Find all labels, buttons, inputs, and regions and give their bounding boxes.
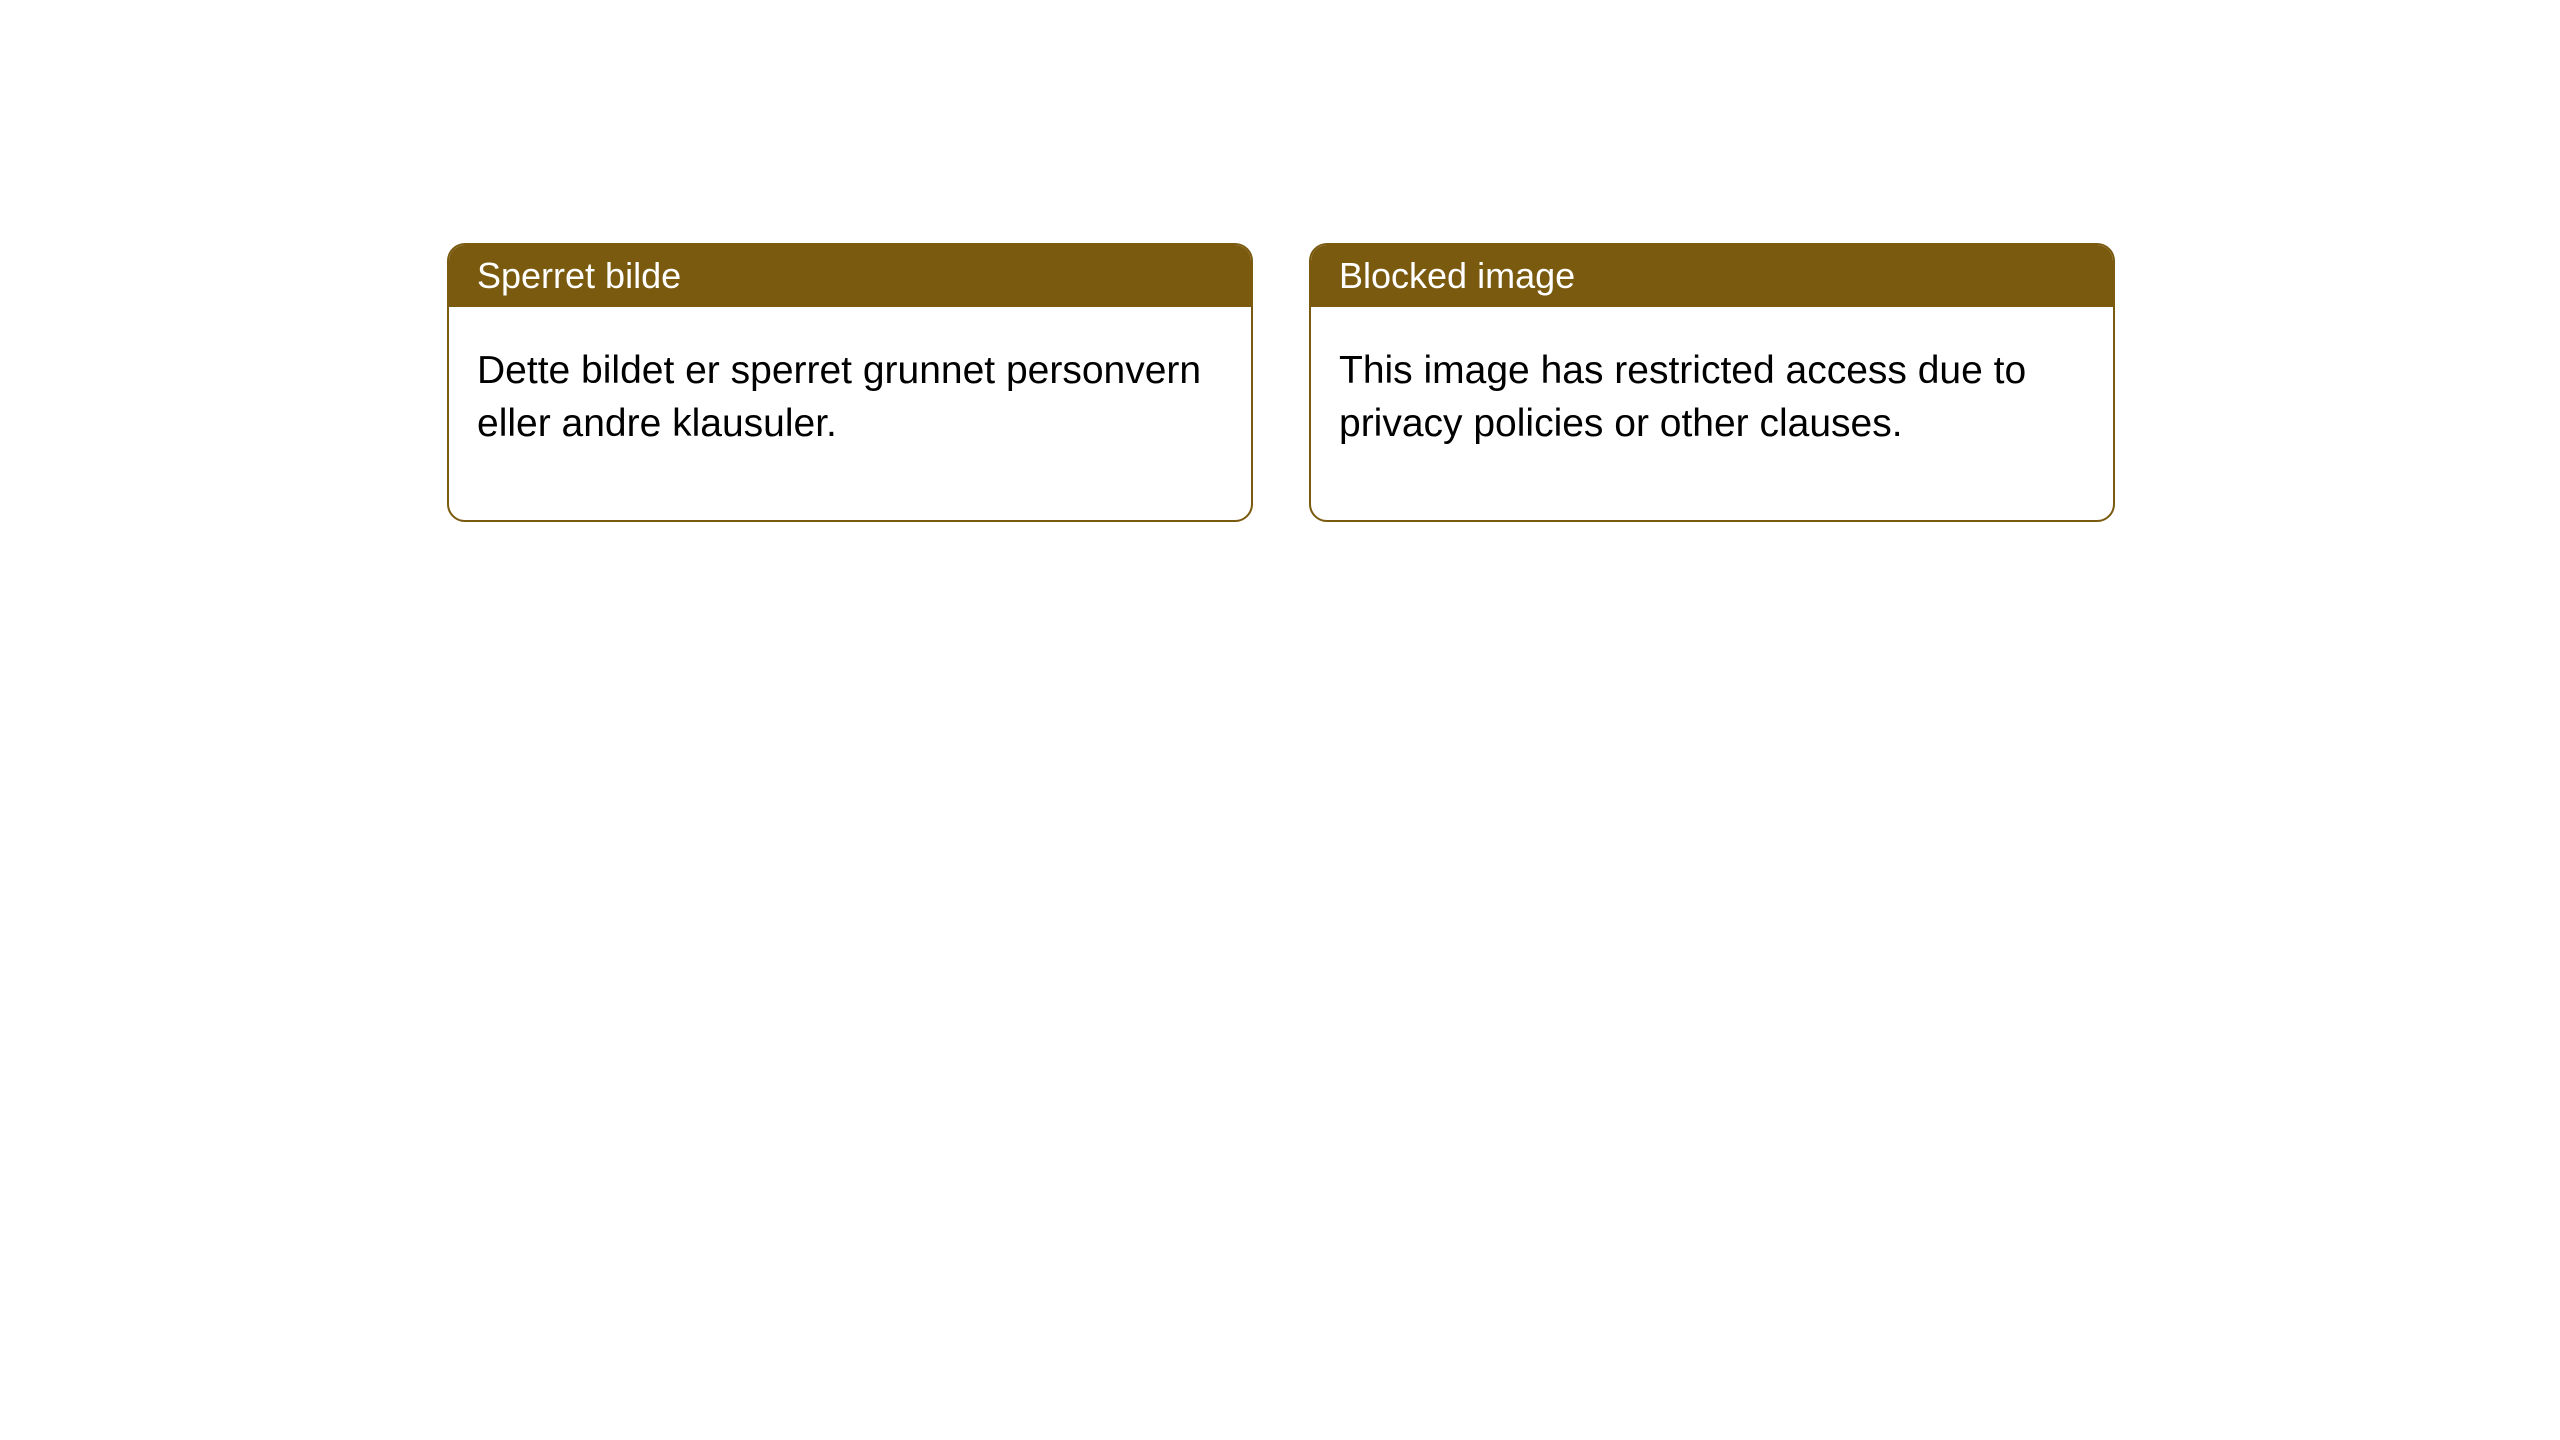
notice-card-no: Sperret bilde Dette bildet er sperret gr… — [447, 243, 1253, 522]
notice-body-en: This image has restricted access due to … — [1311, 307, 2113, 520]
notice-body-no: Dette bildet er sperret grunnet personve… — [449, 307, 1251, 520]
notice-title-no: Sperret bilde — [449, 245, 1251, 307]
notice-title-en: Blocked image — [1311, 245, 2113, 307]
notice-container: Sperret bilde Dette bildet er sperret gr… — [0, 0, 2560, 522]
notice-card-en: Blocked image This image has restricted … — [1309, 243, 2115, 522]
